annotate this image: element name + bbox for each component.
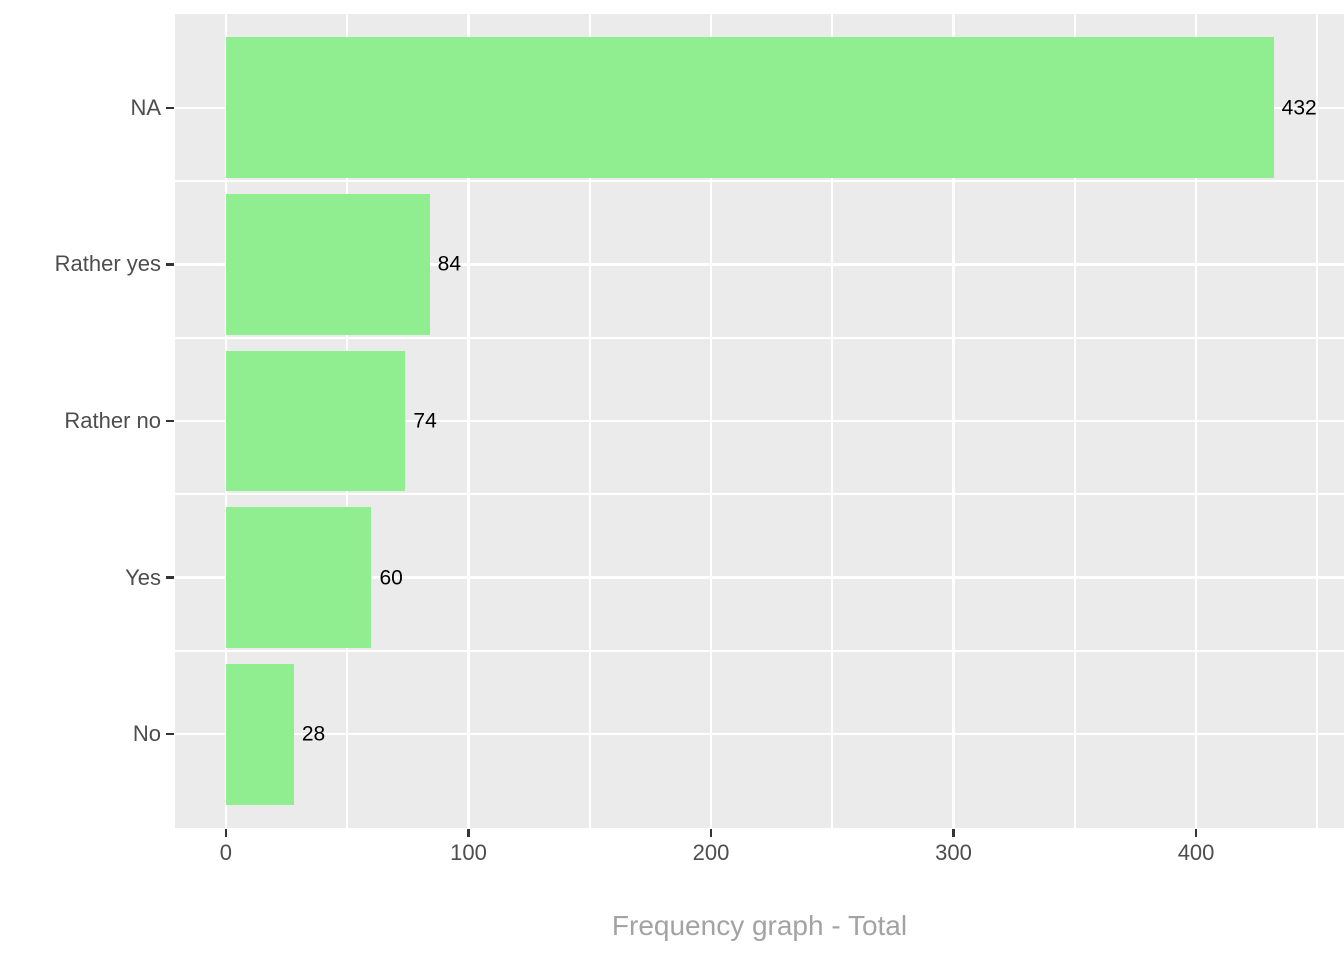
bar-rather-yes [225,194,430,335]
x-axis-tick [709,829,713,837]
bar-na [225,37,1274,179]
y-axis-label: Rather no [64,408,161,433]
y-major-gridline [175,419,1344,423]
bar-value-label: 84 [437,252,462,276]
y-axis-tick [166,419,174,423]
bar-yes [225,507,372,648]
bar-value-label: 60 [379,566,403,590]
y-axis-tick [166,263,174,266]
chart-title: Frequency graph - Total [611,910,908,941]
x-axis-label: 400 [1177,840,1215,865]
y-axis-tick [166,106,174,110]
x-axis-label: 0 [219,840,233,865]
x-axis-label: 100 [450,840,487,865]
bar-value-label: 74 [413,409,437,433]
y-minor-gridline [175,336,1344,339]
y-axis-label: Rather yes [54,251,161,277]
bar-no [225,663,294,805]
y-major-gridline [175,732,1344,736]
x-axis-label: 200 [692,840,730,865]
y-axis-label: NA [130,94,161,120]
y-minor-gridline [175,180,1344,183]
x-axis-tick [1194,829,1198,837]
y-minor-gridline [175,649,1344,652]
y-major-gridline [175,576,1344,579]
y-minor-gridline [175,493,1344,496]
bar-value-label: 432 [1281,96,1317,120]
x-axis-tick [952,829,955,837]
bar-value-label: 28 [301,722,326,746]
x-axis-label: 300 [935,840,972,865]
y-axis-tick [166,732,174,736]
bar-rather-no [225,350,406,492]
y-major-gridline [175,263,1344,266]
y-axis-tick [166,576,174,579]
y-axis-label: No [132,721,161,747]
y-axis-label: Yes [125,564,161,590]
x-axis-tick [224,829,228,837]
x-axis-tick [467,829,470,837]
